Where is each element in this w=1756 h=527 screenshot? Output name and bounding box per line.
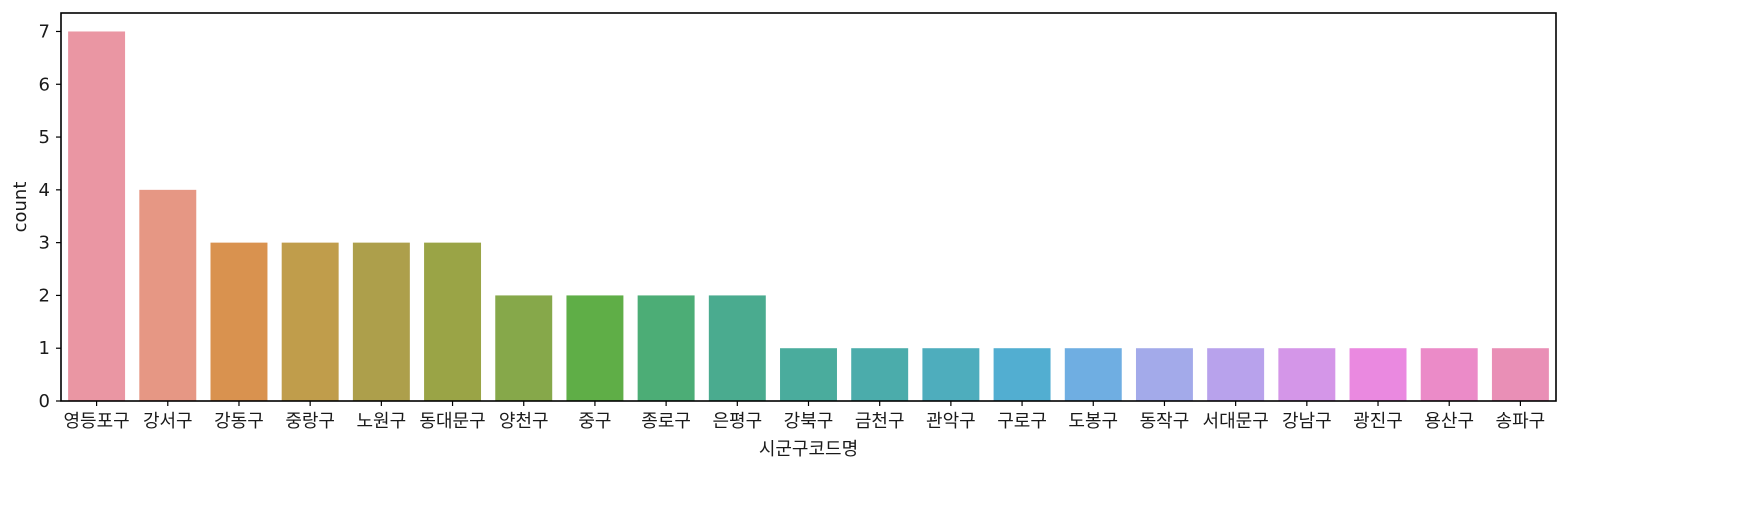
x-tick-label: 도봉구 <box>1068 411 1118 432</box>
bar-1 <box>68 31 126 401</box>
x-tick-label: 관악구 <box>926 411 976 432</box>
x-tick-label: 노원구 <box>357 411 407 432</box>
bar-12 <box>851 348 909 401</box>
bar-15 <box>1064 348 1122 401</box>
x-tick-label: 강북구 <box>784 411 834 432</box>
bar-19 <box>1349 348 1407 401</box>
bar-13 <box>922 348 980 401</box>
x-tick-label: 동작구 <box>1140 411 1190 432</box>
bar-8 <box>566 295 624 401</box>
y-axis-label: count <box>10 182 31 233</box>
bar-6 <box>424 242 482 401</box>
x-tick-label: 구로구 <box>997 411 1047 432</box>
x-tick-label: 은평구 <box>712 411 762 432</box>
x-axis-label: 시군구코드명 <box>759 439 858 460</box>
x-axis: 영등포구 강서구 강동구 중랑구 노원구 동대문구 양천구 중구 종로구 은평구 강북구 금천구 관악구… <box>63 401 1545 432</box>
x-tick-label: 강서구 <box>143 411 193 432</box>
y-tick-label: 6 <box>39 74 50 95</box>
y-tick-label: 2 <box>39 285 50 306</box>
x-tick-label: 서대문구 <box>1203 411 1269 432</box>
x-tick-label: 송파구 <box>1496 411 1546 432</box>
bar-4 <box>281 242 339 401</box>
bar-11 <box>780 348 837 401</box>
y-tick-label: 3 <box>39 233 50 254</box>
bar-17 <box>1207 348 1265 401</box>
y-tick-label: 1 <box>39 338 50 359</box>
x-tick-label: 광진구 <box>1353 411 1403 432</box>
bar-16 <box>1135 348 1193 401</box>
x-tick-label: 중랑구 <box>285 411 335 432</box>
y-tick-label: 7 <box>39 21 50 42</box>
bar-14 <box>993 348 1051 401</box>
x-tick-label: 용산구 <box>1424 411 1474 432</box>
y-tick-label: 4 <box>39 180 50 201</box>
y-tick-label: 5 <box>39 127 50 148</box>
x-tick-label: 영등포구 <box>63 411 129 432</box>
bars-group <box>68 31 1549 401</box>
x-tick-label: 양천구 <box>499 411 549 432</box>
bar-2 <box>139 189 197 401</box>
x-tick-label: 중구 <box>578 411 611 432</box>
x-tick-label: 강동구 <box>214 411 264 432</box>
bar-5 <box>352 242 410 401</box>
x-tick-label: 동대문구 <box>419 411 485 432</box>
bar-3 <box>210 242 268 401</box>
x-tick-label: 금천구 <box>855 411 905 432</box>
bar-18 <box>1278 348 1336 401</box>
bar-10 <box>708 295 766 401</box>
bar-7 <box>495 295 553 401</box>
bar-9 <box>637 295 695 401</box>
bar-21 <box>1491 348 1549 401</box>
y-axis: 0 1 2 3 4 5 6 7 <box>39 21 61 412</box>
y-tick-label: 0 <box>39 391 50 412</box>
x-tick-label: 강남구 <box>1282 411 1332 432</box>
bar-20 <box>1420 348 1478 401</box>
x-tick-label: 종로구 <box>641 411 691 432</box>
